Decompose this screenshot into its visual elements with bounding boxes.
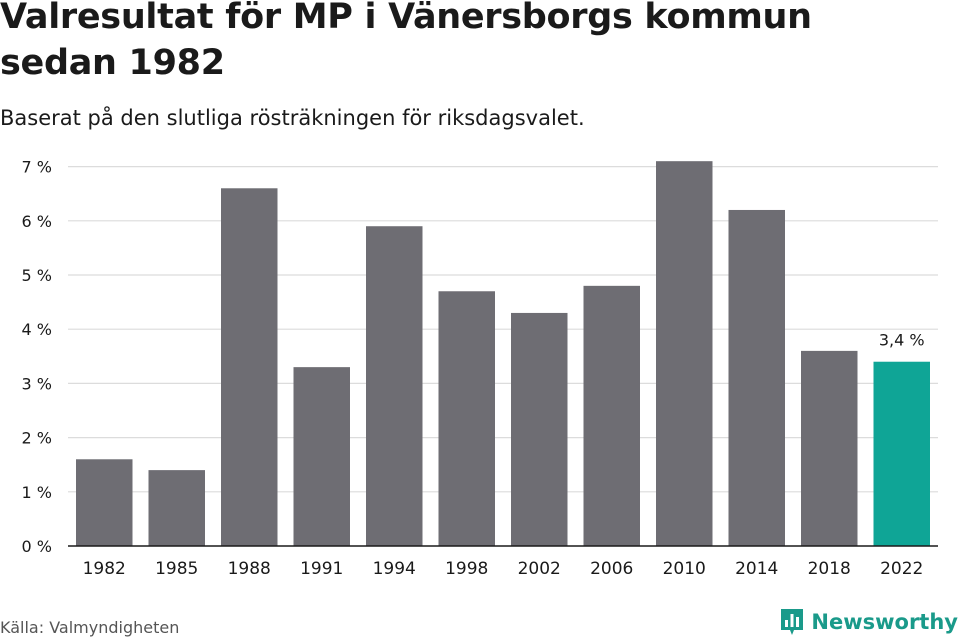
gridlines — [68, 166, 938, 493]
data-labels: 3,4 % — [879, 331, 925, 350]
data-label: 3,4 % — [879, 331, 925, 350]
source-note: Källa: Valmyndigheten — [0, 618, 180, 637]
y-tick-label: 0 % — [22, 537, 52, 556]
x-tick-label: 1988 — [228, 559, 271, 579]
bar-2018 — [801, 350, 858, 546]
chart-title: Valresultat för MP i Vänersborgs kommun … — [0, 0, 812, 83]
bar-1994 — [366, 226, 423, 546]
x-tick-label: 2014 — [735, 559, 778, 579]
x-tick-label: 2010 — [663, 559, 706, 579]
y-axis-ticks: 0 % 1 % 2 % 3 % 4 % 5 % 6 % 7 % — [22, 158, 52, 556]
y-tick-label: 1 % — [22, 483, 52, 502]
y-tick-label: 4 % — [22, 320, 52, 339]
brand-logo: Newsworthy — [779, 608, 958, 636]
bar-2010 — [656, 161, 713, 546]
x-tick-label: 2022 — [880, 559, 923, 579]
bar-2014 — [728, 209, 785, 546]
y-tick-label: 7 % — [22, 158, 52, 177]
y-tick-label: 3 % — [22, 374, 52, 393]
bars — [76, 161, 930, 546]
bar-1998 — [438, 291, 495, 546]
newsworthy-bar-chart-icon — [781, 609, 804, 635]
y-tick-label: 2 % — [22, 429, 52, 448]
bar-1985 — [148, 470, 205, 546]
x-tick-label: 2018 — [808, 559, 851, 579]
bar-1991 — [293, 367, 350, 546]
x-tick-label: 1998 — [445, 559, 488, 579]
x-tick-label: 1982 — [83, 559, 126, 579]
y-tick-label: 6 % — [22, 212, 52, 231]
bar-chart: 0 %1 %2 %3 %4 %5 %6 %7 % 3,4 % 1982 1985 1… — [22, 158, 938, 579]
bar-2006 — [583, 285, 640, 546]
bar-1982 — [76, 459, 133, 546]
chart-subtitle: Baserat på den slutliga rösträkningen fö… — [0, 106, 585, 130]
x-tick-label: 1994 — [373, 559, 416, 579]
bar-2002 — [511, 312, 568, 546]
x-tick-label: 2002 — [518, 559, 561, 579]
x-tick-label: 1991 — [300, 559, 343, 579]
bar-2022 — [873, 361, 930, 546]
y-tick-label: 5 % — [22, 266, 52, 285]
x-tick-label: 1985 — [155, 559, 198, 579]
x-tick-label: 2006 — [590, 559, 633, 579]
x-axis-ticks: 1982 1985 1988 1991 1994 1998 2002 2006 2010 2014… — [83, 559, 924, 579]
brand-name: Newsworthy — [811, 610, 958, 634]
bar-1988 — [221, 188, 278, 546]
